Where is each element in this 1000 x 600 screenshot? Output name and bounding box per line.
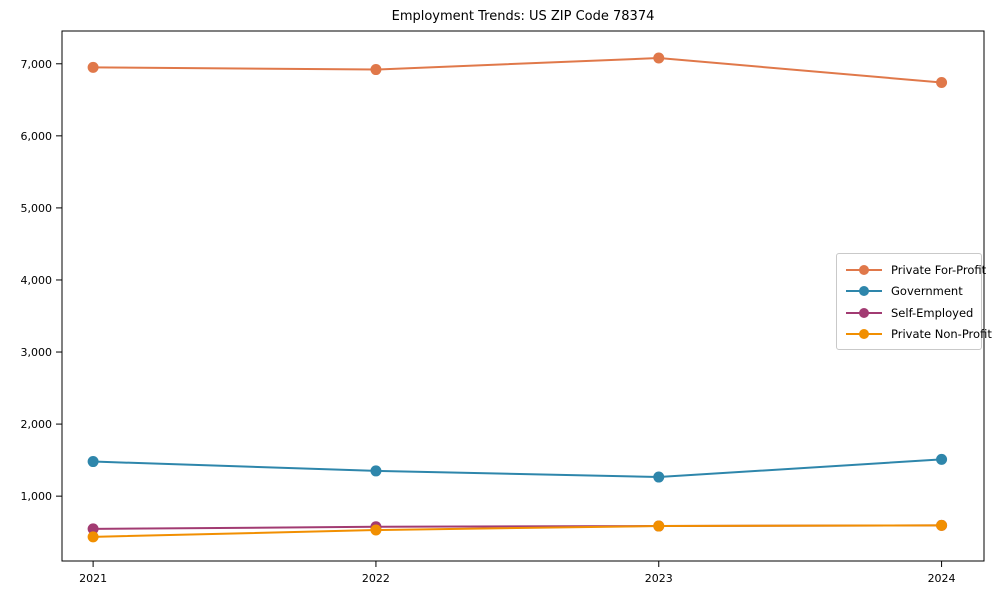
legend-dot — [859, 307, 869, 318]
series-marker — [370, 465, 382, 477]
axes-frame — [61, 30, 985, 562]
y-tick-label: 6,000 — [21, 130, 53, 143]
legend: Private For-Profit Government Self-Employe… — [836, 253, 992, 350]
chart-title: Employment Trends: US ZIP Code 78374 — [391, 9, 655, 24]
x-tick-label: 2024 — [928, 572, 956, 585]
series-marker — [87, 456, 99, 468]
series-line — [93, 458, 942, 479]
legend-item: Government — [846, 281, 973, 301]
legend-marker-icon — [846, 286, 882, 297]
legend-dot — [859, 265, 869, 275]
series-marker — [87, 61, 99, 73]
series-marker — [936, 453, 948, 465]
series-marker — [87, 531, 99, 543]
y-tick-label: 3,000 — [21, 346, 53, 359]
series-marker — [653, 520, 665, 532]
legend-item: Private Non-Profit — [846, 324, 992, 344]
y-tick-label: 4,000 — [21, 274, 53, 287]
series-marker — [936, 77, 948, 89]
series-marker — [936, 519, 948, 531]
legend-label: Government — [891, 284, 963, 299]
x-tick-label: 2021 — [79, 572, 107, 585]
series-marker — [653, 52, 665, 64]
legend-label: Private For-Profit — [891, 263, 987, 277]
legend-marker-icon — [846, 307, 882, 318]
series-marker — [370, 64, 382, 76]
y-tick-label: 2,000 — [21, 418, 53, 431]
x-tick-label: 2023 — [645, 572, 673, 585]
legend-dot — [859, 328, 869, 339]
series-line — [93, 57, 942, 84]
legend-item: Self-Employed — [846, 303, 973, 323]
y-tick-label: 5,000 — [21, 202, 53, 215]
series-marker — [653, 471, 665, 483]
series-marker — [370, 524, 382, 536]
series-line — [93, 524, 942, 538]
x-tick-label: 2022 — [362, 572, 390, 585]
legend-label: Private Non-Profit — [891, 326, 992, 341]
legend-marker-icon — [846, 328, 882, 339]
y-tick-label: 1,000 — [21, 490, 53, 503]
legend-label: Self-Employed — [891, 305, 974, 320]
legend-marker-icon — [846, 265, 882, 275]
series-marker — [87, 523, 99, 535]
y-tick-label: 7,000 — [21, 58, 53, 71]
legend-dot — [859, 286, 869, 297]
legend-item: Private For-Profit — [846, 260, 986, 280]
